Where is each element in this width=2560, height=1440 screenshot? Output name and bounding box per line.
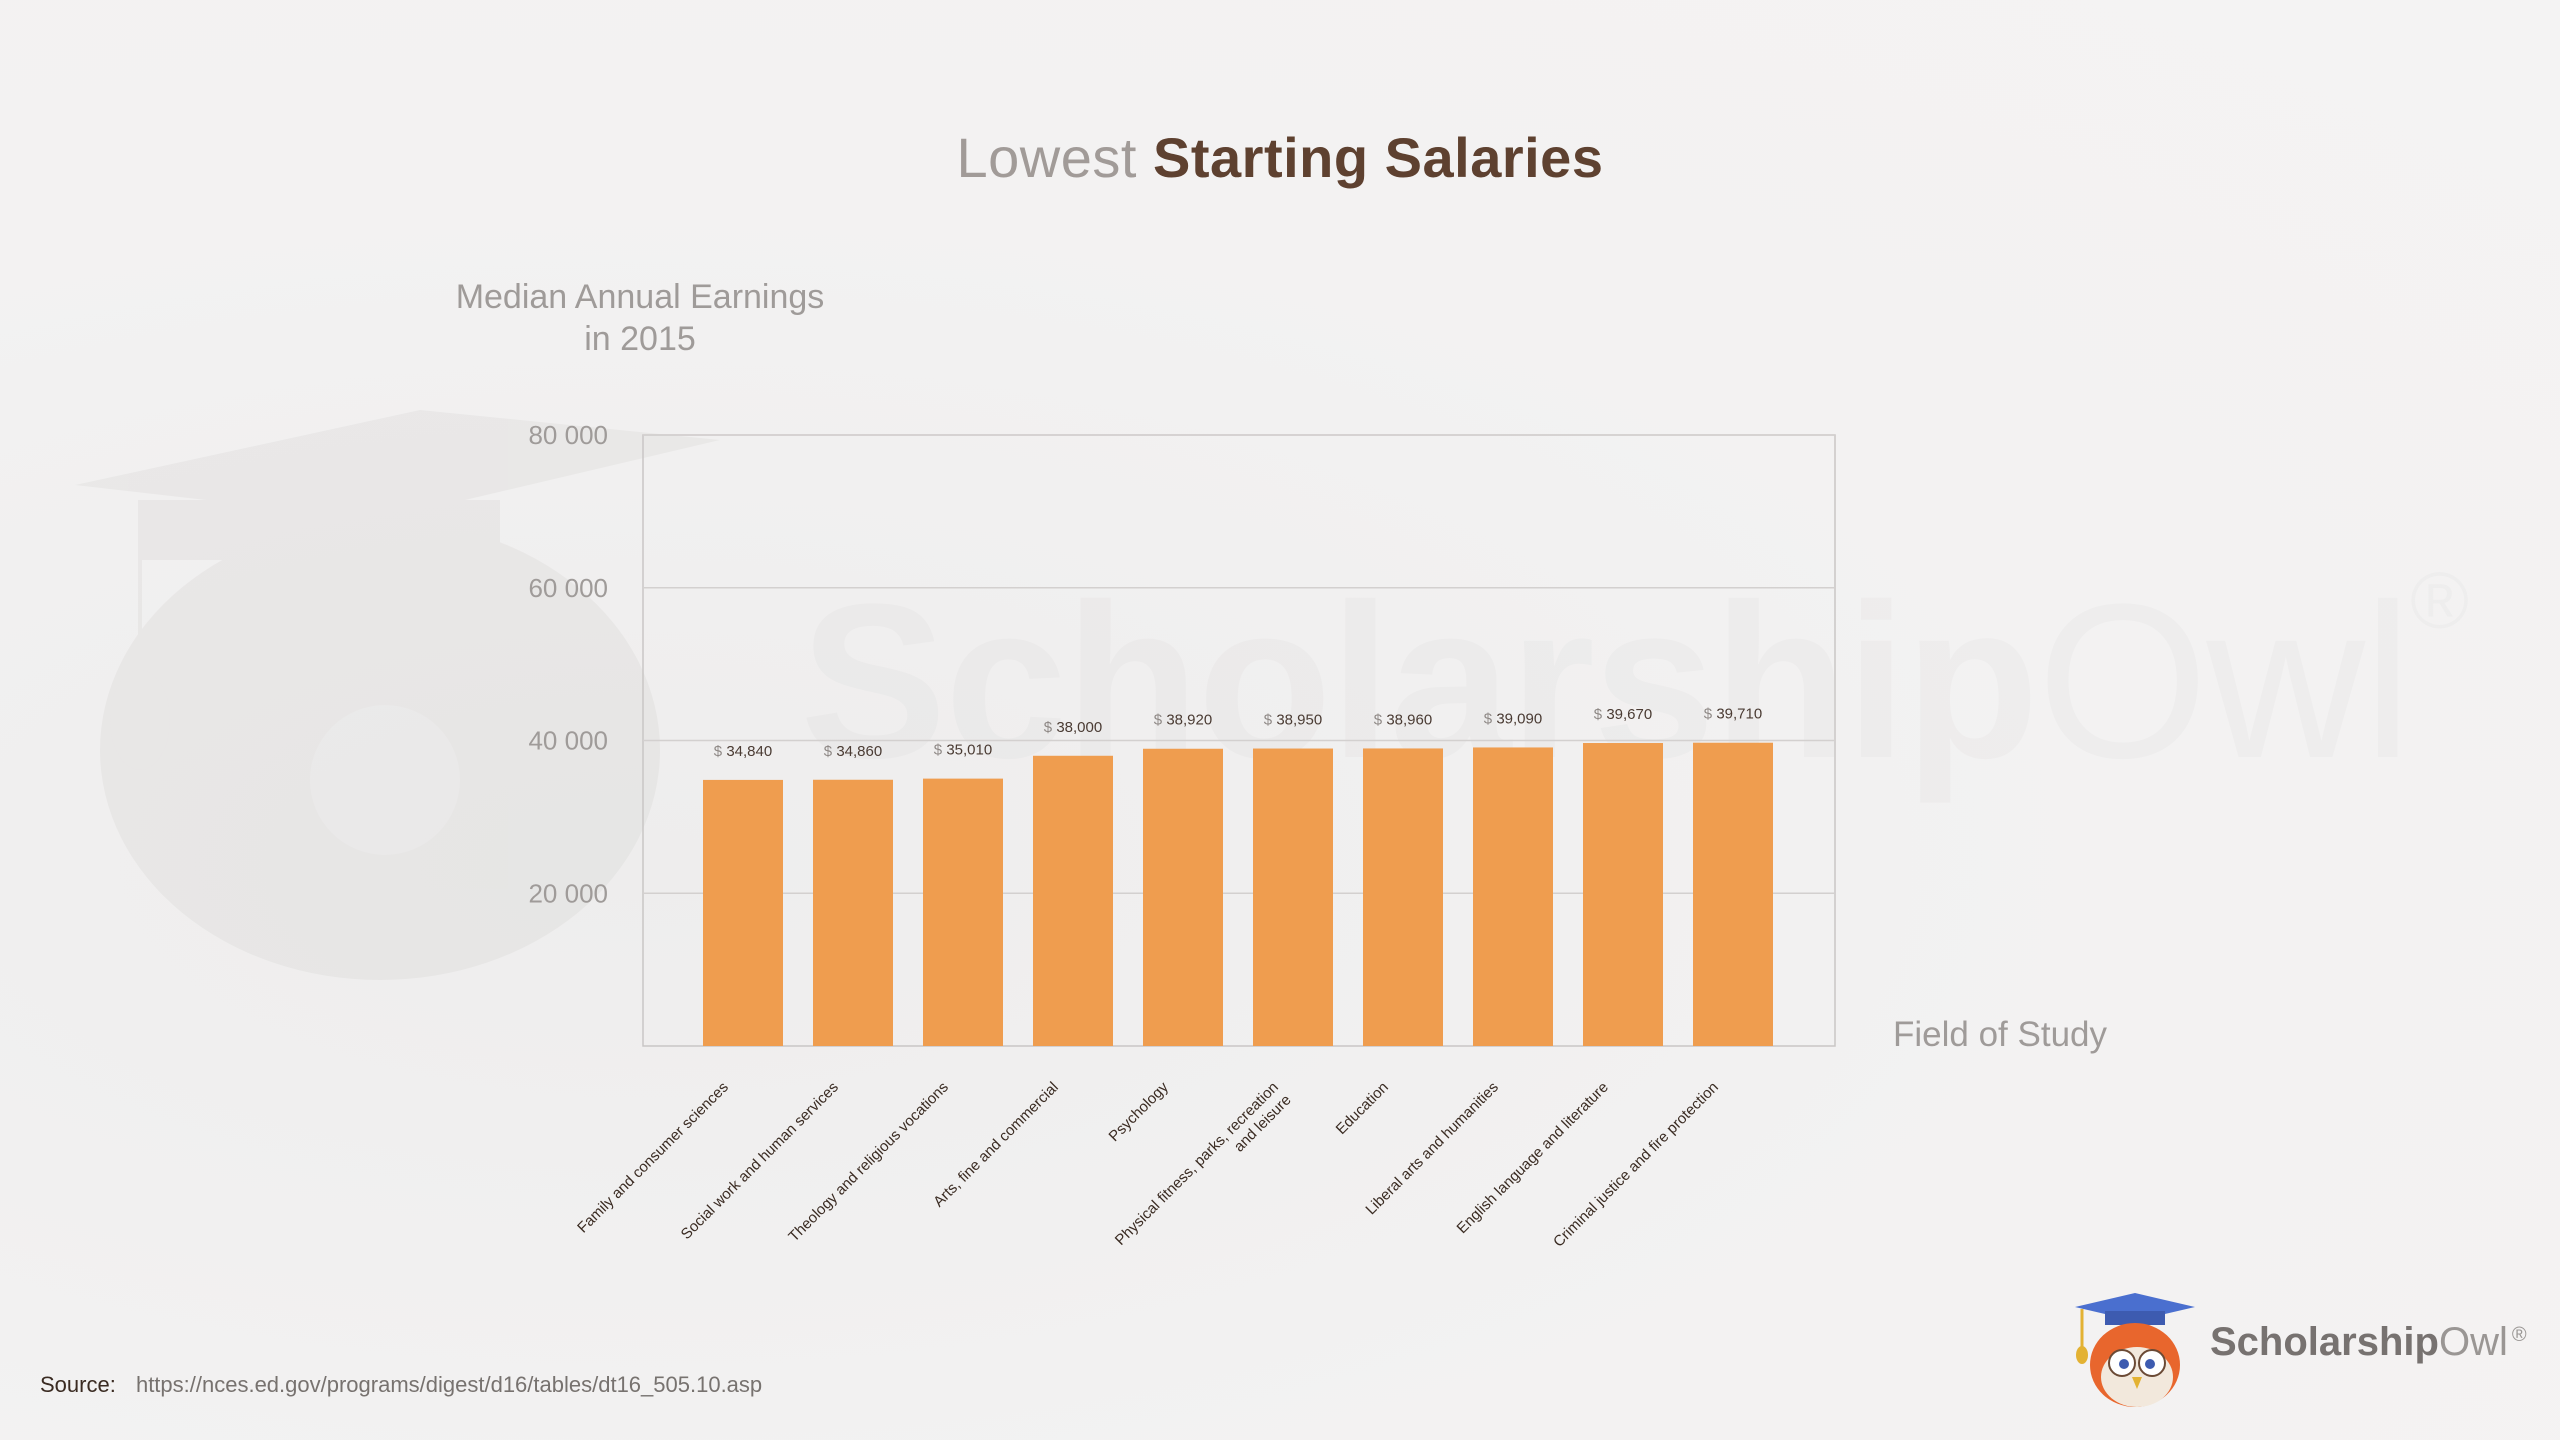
bar	[813, 779, 893, 1046]
bar	[1033, 755, 1113, 1046]
data-label: $ 38,960	[1374, 711, 1432, 728]
bar	[1363, 748, 1443, 1046]
bar	[1143, 748, 1223, 1046]
title-bold-part: Starting Salaries	[1153, 126, 1604, 189]
data-label: $ 34,860	[824, 743, 882, 760]
y-tick-label: 80 000	[528, 420, 608, 450]
data-label: $ 38,000	[1044, 719, 1102, 736]
x-tick-label: Arts, fine and commercial	[930, 1079, 1062, 1211]
data-label: $ 39,090	[1484, 710, 1542, 727]
bar	[1473, 747, 1553, 1046]
y-axis-label-line-1: Median Annual Earnings	[455, 278, 825, 316]
bar	[1583, 743, 1663, 1046]
y-axis-label-line-2: in 2015	[584, 320, 696, 358]
data-label: $ 38,920	[1154, 712, 1212, 729]
y-tick-label: 60 000	[528, 573, 608, 603]
y-tick-label: 40 000	[528, 726, 608, 756]
x-tick-label: Psychology	[1106, 1078, 1173, 1145]
y-axis-label: Median Annual Earnings in 2015	[400, 276, 880, 360]
data-label: $ 34,840	[714, 743, 772, 760]
data-label: $ 39,670	[1594, 706, 1652, 723]
owl-mascot-icon	[2075, 1293, 2195, 1407]
data-label: $ 39,710	[1704, 706, 1762, 723]
scholarshipowl-logo: ScholarshipOwl ®	[2070, 1285, 2530, 1415]
source-label: Source:	[40, 1372, 116, 1397]
bar	[1693, 742, 1773, 1046]
source-line: Source: https://nces.ed.gov/programs/dig…	[40, 1372, 762, 1398]
bar	[703, 779, 783, 1046]
title-light-part: Lowest	[956, 126, 1137, 189]
data-label: $ 35,010	[934, 742, 992, 759]
data-label: $ 38,950	[1264, 712, 1322, 729]
logo-wordmark: ScholarshipOwl ®	[2210, 1320, 2527, 1364]
bar	[1253, 748, 1333, 1046]
y-tick-label: 20 000	[528, 878, 608, 908]
bar	[923, 778, 1003, 1046]
x-axis-label: Field of Study	[1893, 1015, 2107, 1054]
source-url[interactable]: https://nces.ed.gov/programs/digest/d16/…	[135, 1372, 763, 1397]
chart-title: Lowest Starting Salaries	[0, 125, 2560, 190]
x-tick-label: Education	[1333, 1079, 1392, 1138]
